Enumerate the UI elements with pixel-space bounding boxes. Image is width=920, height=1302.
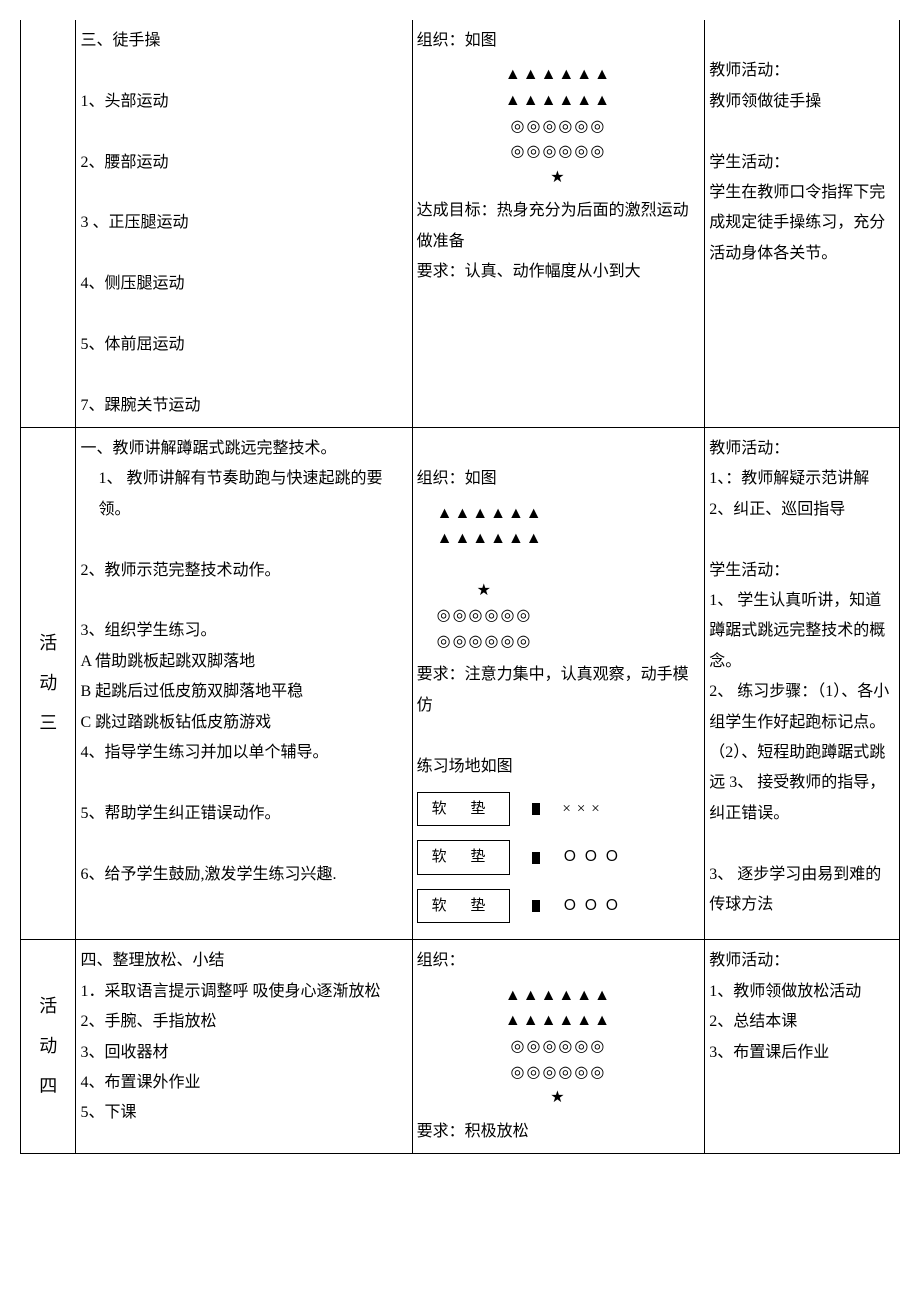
circle-row: ◎◎◎◎◎◎ [417,1034,701,1060]
req-text: 要求：注意力集中，认真观察，动手模仿 [417,660,701,721]
list-item: C 跳过踏跳板钻低皮筋游戏 [80,708,407,738]
teacher-line: 3、布置课后作业 [709,1038,895,1068]
row2-content-cell: 一、教师讲解蹲踞式跳远完整技术。 1、 教师讲解有节奏助跑与快速起跳的要领。 2… [76,428,412,940]
square-icon [532,803,540,815]
circle-row: ◎◎◎◎◎◎ [417,139,701,165]
circle-row: ◎◎◎◎◎◎ [437,603,701,629]
section-title: 三、徒手操 [80,26,407,56]
list-item: 3、组织学生练习。 [80,616,407,646]
triangle-row: ▲▲▲▲▲▲ [417,62,701,88]
formation-diagram: ▲▲▲▲▲▲ ▲▲▲▲▲▲ ◎◎◎◎◎◎ ◎◎◎◎◎◎ ★ [417,62,701,190]
list-item: 2、手腕、手指放松 [80,1007,407,1037]
list-item: 5、体前屈运动 [80,330,407,360]
req-text: 要求：积极放松 [417,1117,701,1147]
star-icon: ★ [417,1085,701,1111]
list-item: 4、指导学生练习并加以单个辅导。 [80,738,407,768]
list-item: 6、给予学生鼓励,激发学生练习兴趣. [80,860,407,890]
row3-label-cell: 活 动 四 [21,940,76,1154]
student-line: 3、 逐步学习由易到难的传球方法 [709,860,895,921]
o-marks: ＯＯＯ [562,850,625,866]
row3-org-cell: 组织： ▲▲▲▲▲▲ ▲▲▲▲▲▲ ◎◎◎◎◎◎ ◎◎◎◎◎◎ ★ 要求：积极放… [412,940,705,1154]
list-item: 4、布置课外作业 [80,1068,407,1098]
list-item: 1、 教师讲解有节奏助跑与快速起跳的要领。 [80,464,407,525]
triangle-row: ▲▲▲▲▲▲ [437,526,701,552]
teacher-title: 教师活动： [709,946,895,976]
row1-content-cell: 三、徒手操 1、头部运动 2、腰部运动 3 、正压腿运动 4、侧压腿运动 5、体… [76,20,412,428]
square-icon [532,852,540,864]
list-item: 1．采取语言提示调整呼 吸使身心逐渐放松 [80,977,407,1007]
goal-text: 达成目标：热身充分为后面的激烈运动做准备 [417,196,701,257]
label-char: 活 [25,624,71,664]
teacher-line: 1、：教师解疑示范讲解 [709,464,895,494]
list-item: 2、腰部运动 [80,148,407,178]
star-icon: ★ [417,165,701,191]
student-line: 2、 练习步骤：（1）、各小组学生作好起跑标记点。 （2）、短程助跑蹲踞式跳远 … [709,677,895,829]
teacher-line: 2、总结本课 [709,1007,895,1037]
org-label: 组织：如图 [417,464,701,494]
row2-label-cell: 活 动 三 [21,428,76,940]
triangle-row: ▲▲▲▲▲▲ [417,1008,701,1034]
lesson-plan-table: 三、徒手操 1、头部运动 2、腰部运动 3 、正压腿运动 4、侧压腿运动 5、体… [20,20,900,1154]
row1-org-cell: 组织：如图 ▲▲▲▲▲▲ ▲▲▲▲▲▲ ◎◎◎◎◎◎ ◎◎◎◎◎◎ ★ 达成目标… [412,20,705,428]
triangle-row: ▲▲▲▲▲▲ [417,88,701,114]
section-title: 四、整理放松、小结 [80,946,407,976]
row3-content-cell: 四、整理放松、小结 1．采取语言提示调整呼 吸使身心逐渐放松 2、手腕、手指放松… [76,940,412,1154]
list-item: 7、踝腕关节运动 [80,391,407,421]
org-label: 组织： [417,946,701,976]
star-icon: ★ [437,578,701,604]
x-marks: ××× [562,801,605,817]
teacher-line: 教师领做徒手操 [709,87,895,117]
student-body: 学生在教师口令指挥下完成规定徒手操练习，充分活动身体各关节。 [709,178,895,269]
triangle-row: ▲▲▲▲▲▲ [417,983,701,1009]
list-item: A 借助跳板起跳双脚落地 [80,647,407,677]
formation-diagram: ▲▲▲▲▲▲ ▲▲▲▲▲▲ ★ ◎◎◎◎◎◎ ◎◎◎◎◎◎ [417,501,701,655]
row2-activity-cell: 教师活动： 1、：教师解疑示范讲解 2、纠正、巡回指导 学生活动： 1、 学生认… [705,428,900,940]
list-item: 5、下课 [80,1098,407,1128]
list-item: B 起跳后过低皮筋双脚落地平稳 [80,677,407,707]
circle-row: ◎◎◎◎◎◎ [437,629,701,655]
mat-box: 软 垫 [417,792,511,827]
mat-row: 软 垫 ＯＯＯ [417,885,701,928]
mat-row: 软 垫 ＯＯＯ [417,836,701,879]
label-char: 动 [25,1027,71,1067]
mat-row: 软 垫 ××× [417,788,701,831]
row1-label-cell [21,20,76,428]
circle-row: ◎◎◎◎◎◎ [417,1060,701,1086]
list-item: 1、头部运动 [80,87,407,117]
req-text: 要求：认真、动作幅度从小到大 [417,257,701,287]
field-label: 练习场地如图 [417,752,701,782]
list-item: 4、侧压腿运动 [80,269,407,299]
student-title: 学生活动： [709,148,895,178]
label-char: 活 [25,987,71,1027]
student-title: 学生活动： [709,556,895,586]
section-title: 一、教师讲解蹲踞式跳远完整技术。 [80,434,407,464]
list-item: 3 、正压腿运动 [80,208,407,238]
o-marks: ＯＯＯ [562,898,625,914]
teacher-line: 2、纠正、巡回指导 [709,495,895,525]
mat-box: 软 垫 [417,889,511,924]
label-char: 动 [25,664,71,704]
formation-diagram: ▲▲▲▲▲▲ ▲▲▲▲▲▲ ◎◎◎◎◎◎ ◎◎◎◎◎◎ ★ [417,983,701,1111]
list-item: 2、教师示范完整技术动作。 [80,556,407,586]
teacher-title: 教师活动： [709,56,895,86]
list-item: 5、帮助学生纠正错误动作。 [80,799,407,829]
row2-org-cell: 组织：如图 ▲▲▲▲▲▲ ▲▲▲▲▲▲ ★ ◎◎◎◎◎◎ ◎◎◎◎◎◎ 要求：注… [412,428,705,940]
circle-row: ◎◎◎◎◎◎ [417,114,701,140]
teacher-title: 教师活动： [709,434,895,464]
label-char: 三 [25,704,71,744]
square-icon [532,900,540,912]
triangle-row: ▲▲▲▲▲▲ [437,501,701,527]
teacher-line: 1、教师领做放松活动 [709,977,895,1007]
student-line: 1、 学生认真听讲，知道蹲踞式跳远完整技术的概念。 [709,586,895,677]
row3-activity-cell: 教师活动： 1、教师领做放松活动 2、总结本课 3、布置课后作业 [705,940,900,1154]
list-item: 3、回收器材 [80,1038,407,1068]
row1-activity-cell: 教师活动： 教师领做徒手操 学生活动： 学生在教师口令指挥下完成规定徒手操练习，… [705,20,900,428]
mat-box: 软 垫 [417,840,511,875]
label-char: 四 [25,1067,71,1107]
org-label: 组织：如图 [417,26,701,56]
